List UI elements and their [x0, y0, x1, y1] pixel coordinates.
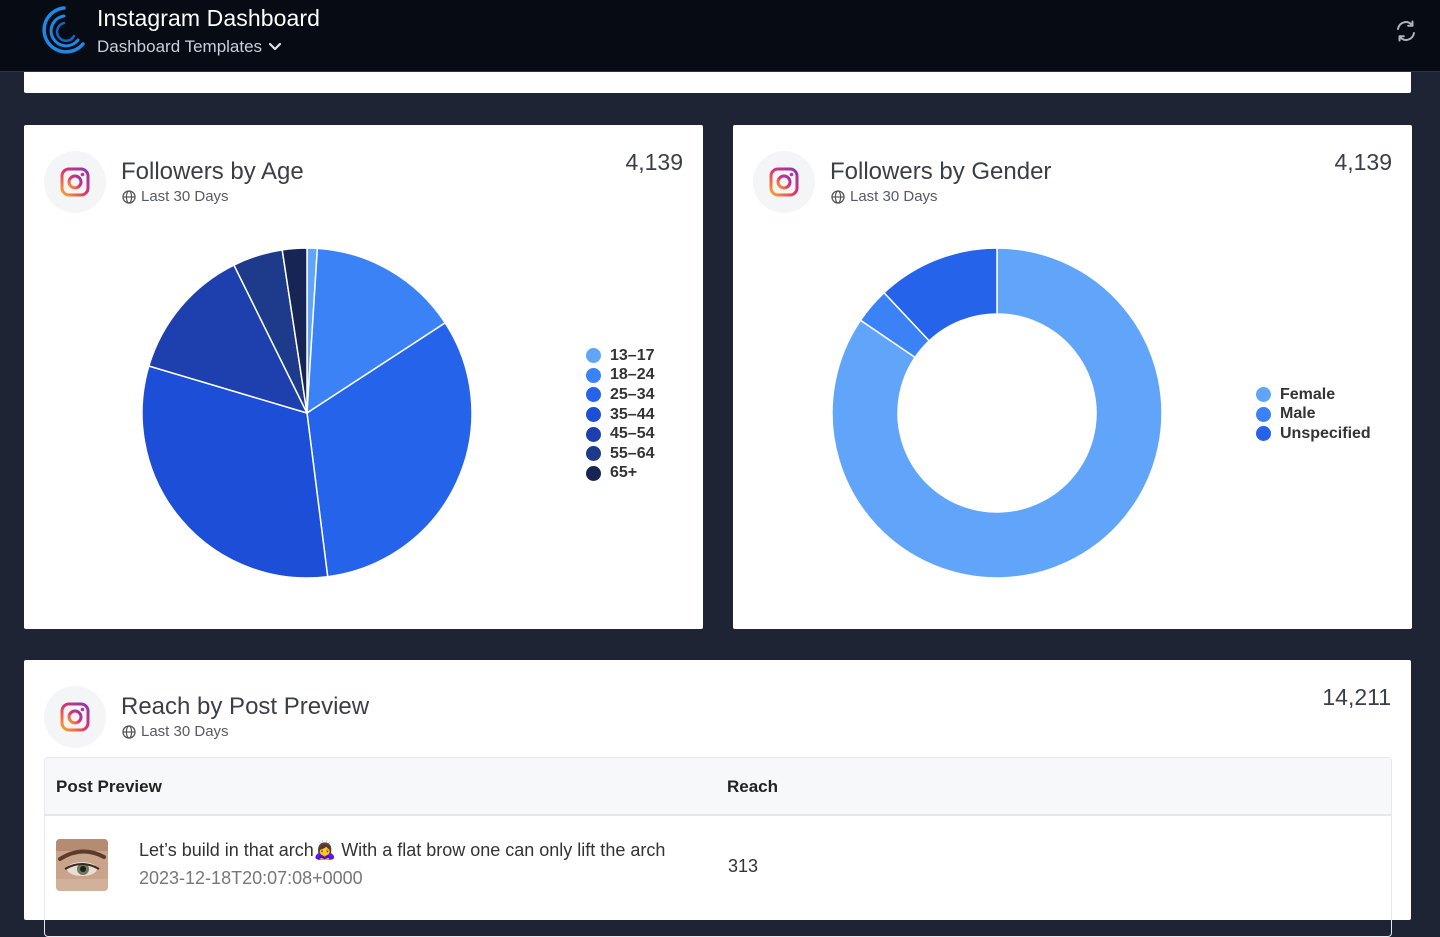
- table-header: Post Preview Reach: [45, 758, 1391, 816]
- legend-item[interactable]: Unspecified: [1256, 425, 1371, 443]
- dashboard-templates-dropdown[interactable]: Dashboard Templates: [97, 37, 282, 57]
- legend-label: 65+: [610, 464, 638, 482]
- legend-swatch: [586, 407, 601, 423]
- legend-item[interactable]: 55–64: [586, 445, 655, 463]
- column-header-reach[interactable]: Reach: [727, 777, 779, 796]
- legend-swatch: [586, 426, 601, 442]
- legend-label: Male: [1280, 405, 1316, 423]
- pie-slice-25-34[interactable]: [306, 321, 473, 578]
- app-logo-icon: [42, 6, 85, 54]
- legend-swatch: [1256, 426, 1271, 442]
- column-header-post-preview[interactable]: Post Preview: [56, 777, 162, 796]
- top-bar: Instagram Dashboard Dashboard Templates: [0, 0, 1440, 72]
- legend-label: Female: [1280, 385, 1336, 403]
- post-caption: Let’s build in that arch🙇‍♀️ With a flat…: [139, 840, 666, 860]
- followers-by-age-card: Followers by Age Last 30 Days 4,139 13–1…: [24, 125, 703, 629]
- post-thumbnail[interactable]: [56, 839, 108, 891]
- globe-icon: [831, 189, 845, 204]
- reach-by-post-card: Reach by Post Preview Last 30 Days 14,21…: [24, 660, 1411, 937]
- legend-label: 25–34: [610, 385, 655, 403]
- legend-swatch: [1256, 406, 1271, 422]
- legend-swatch: [1256, 387, 1271, 403]
- instagram-icon: [44, 686, 106, 748]
- pie-slice-18-24[interactable]: [306, 247, 447, 415]
- pie-slice-35-44[interactable]: [141, 365, 329, 579]
- total-reach: 14,211: [1322, 684, 1391, 710]
- legend-swatch: [586, 367, 601, 383]
- total-followers: 4,139: [1334, 149, 1392, 175]
- legend-item[interactable]: 13–17: [586, 347, 655, 365]
- pie-slice-unspecified[interactable]: [882, 247, 998, 342]
- date-range-label: Last 30 Days: [141, 188, 229, 205]
- post-timestamp: 2023-12-18T20:07:08+0000: [139, 868, 363, 888]
- legend-swatch: [586, 465, 601, 481]
- date-range: Last 30 Days: [831, 188, 938, 205]
- instagram-icon: [753, 151, 815, 213]
- legend-swatch: [586, 446, 601, 462]
- table-row[interactable]: Let’s build in that arch🙇‍♀️ With a flat…: [45, 818, 1391, 928]
- post-reach-value: 313: [728, 856, 759, 876]
- legend-item[interactable]: 25–34: [586, 386, 655, 404]
- legend-label: 55–64: [610, 444, 655, 462]
- date-range: Last 30 Days: [122, 723, 229, 740]
- legend-label: 13–17: [610, 346, 655, 364]
- legend-swatch: [586, 387, 601, 403]
- legend-item[interactable]: Male: [1256, 405, 1371, 424]
- legend-swatch: [586, 348, 601, 364]
- gender-donut-chart: [831, 247, 1163, 579]
- reach-table: Post Preview Reach Let’s build in that a…: [44, 757, 1392, 937]
- card-title: Reach by Post Preview: [121, 693, 370, 720]
- age-legend: 13–17 18–24 25–34 35–44 45–54 55–64 65+: [586, 347, 655, 482]
- date-range-label: Last 30 Days: [850, 188, 938, 205]
- legend-label: 35–44: [610, 405, 655, 423]
- globe-icon: [122, 724, 136, 739]
- pie-slice-female[interactable]: [831, 247, 1163, 579]
- card-title: Followers by Gender: [830, 158, 1052, 185]
- gender-legend: Female Male Unspecified: [1256, 386, 1371, 443]
- legend-item[interactable]: 18–24: [586, 366, 655, 385]
- followers-by-gender-card: Followers by Gender Last 30 Days 4,139 F…: [733, 125, 1412, 629]
- pie-slice-45-54[interactable]: [147, 264, 309, 415]
- dashboard-templates-label: Dashboard Templates: [97, 37, 263, 56]
- pie-slice-65-[interactable]: [281, 247, 308, 414]
- age-pie-chart: [141, 247, 473, 579]
- chevron-down-icon: [268, 42, 282, 51]
- app-title: Instagram Dashboard: [97, 5, 321, 31]
- card-title: Followers by Age: [121, 158, 304, 185]
- total-followers: 4,139: [625, 149, 683, 175]
- legend-item[interactable]: 45–54: [586, 425, 655, 443]
- legend-item[interactable]: 35–44: [586, 406, 655, 424]
- legend-item[interactable]: 65+: [586, 464, 655, 483]
- instagram-icon: [44, 151, 106, 213]
- date-range-label: Last 30 Days: [141, 723, 229, 740]
- legend-label: 18–24: [610, 366, 655, 384]
- date-range: Last 30 Days: [122, 188, 229, 205]
- refresh-icon[interactable]: [1394, 19, 1418, 43]
- legend-label: Unspecified: [1280, 424, 1371, 442]
- globe-icon: [122, 189, 136, 204]
- legend-label: 45–54: [610, 425, 655, 443]
- legend-item[interactable]: Female: [1256, 386, 1371, 404]
